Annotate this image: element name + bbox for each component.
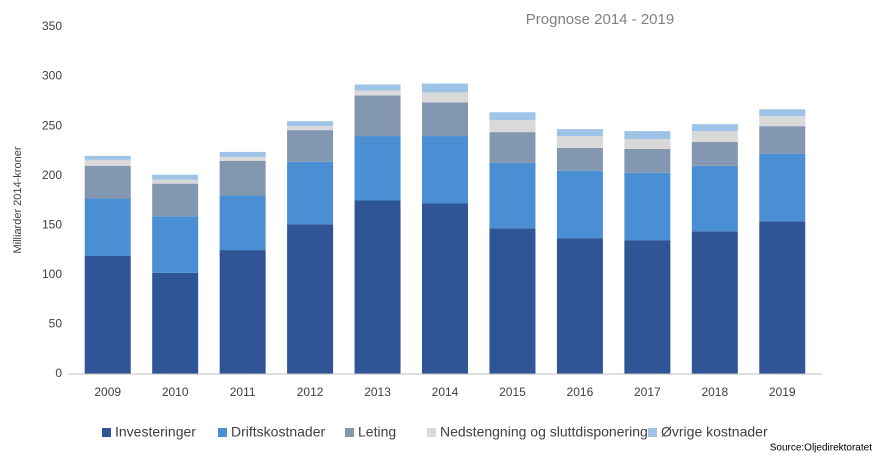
bar-segment (489, 120, 536, 133)
bar-segment (84, 165, 131, 199)
bar-segment (624, 131, 671, 140)
bar-segment (287, 224, 334, 374)
x-tick-label: 2009 (94, 385, 121, 399)
bar-segment (556, 147, 603, 171)
annotation: Prognose 2014 - 2019 (526, 11, 674, 28)
bar-segment (422, 203, 468, 374)
legend-swatch (102, 428, 111, 437)
bar-segment (489, 162, 536, 229)
bar-segment (152, 179, 199, 184)
legend-swatch (427, 428, 436, 437)
bar-segment (84, 198, 131, 257)
bar-segment (691, 165, 738, 232)
x-tick-label: 2013 (364, 385, 391, 399)
bar-segment (759, 153, 806, 222)
y-tick-label: 100 (42, 267, 62, 281)
legend-swatch (648, 428, 657, 437)
legend-label: Investeringer (115, 424, 196, 440)
y-tick-label: 200 (42, 168, 62, 182)
bar-segment (354, 95, 401, 137)
y-axis-label: Milliarder 2014-kroner (12, 146, 24, 253)
x-tick-label: 2016 (567, 385, 594, 399)
x-tick-label: 2017 (634, 385, 661, 399)
bar-segment (354, 90, 401, 96)
bar-segment (152, 183, 199, 217)
legend-swatch (218, 428, 227, 437)
bar-segment (84, 155, 131, 160)
bar-segment (422, 136, 468, 204)
bar-segment (354, 84, 401, 91)
bar-segment (759, 116, 806, 127)
bar-segment (84, 159, 131, 166)
bar-segment (556, 238, 603, 374)
bar-segment (287, 126, 334, 131)
legend-label: Øvrige kostnader (661, 424, 768, 440)
bar-segment (219, 151, 266, 157)
y-tick-label: 300 (42, 69, 62, 83)
bar-segment (219, 250, 266, 374)
bar-segment (152, 272, 199, 374)
bar-segment (354, 200, 401, 374)
bar-segment (691, 231, 738, 374)
bar-segment (556, 129, 603, 137)
bar-segment (759, 126, 806, 154)
y-tick-label: 350 (42, 19, 62, 33)
bar-segment (556, 170, 603, 239)
bar-segment (556, 136, 603, 148)
bar-segment (759, 221, 806, 374)
legend-label: Nedstengning og sluttdisponering (440, 424, 648, 440)
x-tick-label: 2012 (297, 385, 324, 399)
bar-segment (287, 161, 334, 225)
bar-segment (219, 195, 266, 251)
legend-swatch (345, 428, 354, 437)
bar-segment (489, 112, 536, 121)
bar-segment (422, 92, 468, 103)
bar-segment (219, 160, 266, 196)
bar-segment (287, 130, 334, 162)
x-tick-label: 2015 (499, 385, 526, 399)
bar-segment (422, 102, 468, 137)
bar-segment (354, 136, 401, 201)
bar-segment (624, 172, 671, 241)
bar-segment (422, 83, 468, 93)
bar-segment (219, 156, 266, 161)
bar-segment (287, 121, 334, 127)
y-tick-label: 50 (49, 317, 63, 331)
bar-segment (759, 109, 806, 117)
legend-label: Driftskostnader (231, 424, 325, 440)
x-tick-label: 2018 (701, 385, 728, 399)
bar-segment (624, 139, 671, 149)
y-tick-label: 0 (55, 366, 62, 380)
bar-segment (691, 142, 738, 166)
x-tick-label: 2010 (162, 385, 189, 399)
bar-segment (489, 132, 536, 163)
bar-segment (624, 240, 671, 374)
bar-segment (152, 174, 199, 180)
legend-label: Leting (358, 424, 396, 440)
bar-segment (84, 256, 131, 374)
x-tick-label: 2011 (230, 385, 256, 399)
bar-segment (691, 131, 738, 143)
bar-segment (624, 148, 671, 173)
x-tick-label: 2019 (769, 385, 796, 399)
bar-segment (152, 216, 199, 273)
x-tick-label: 2014 (432, 385, 459, 399)
bar-segment (691, 124, 738, 132)
source: Source:Oljedirektoratet (770, 443, 872, 454)
y-tick-label: 150 (42, 217, 62, 231)
bar-segment (489, 228, 536, 374)
y-tick-label: 250 (42, 118, 62, 132)
